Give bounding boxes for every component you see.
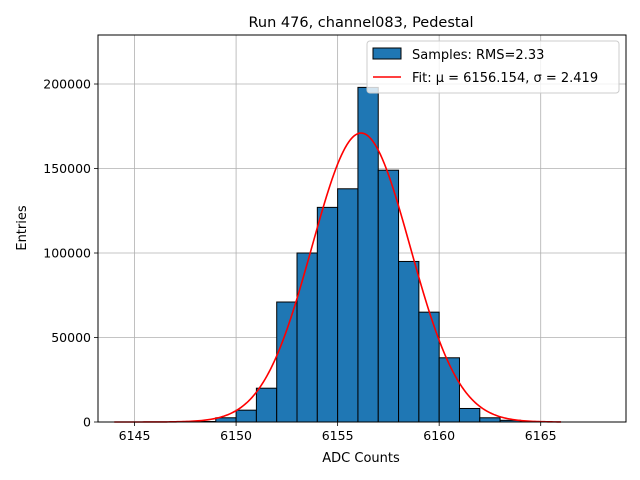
y-axis-label: Entries: [15, 205, 30, 251]
histogram-bar: [357, 86, 379, 423]
legend-box: [366, 40, 620, 94]
x-tick-label: 6165: [525, 428, 557, 443]
legend: Samples: RMS=2.33 Fit: μ = 6156.154, σ =…: [366, 40, 620, 94]
histogram-bar: [296, 252, 318, 423]
histogram-bar: [316, 206, 339, 423]
axis-ticks: 6145 6150 6155 6160 6165 0 50000 100000 150000 20…: [43, 77, 556, 443]
legend-label-fit: Fit: μ = 6156.154, σ = 2.419: [412, 71, 598, 86]
y-tick-label: 0: [83, 415, 91, 430]
x-tick-label: 6160: [423, 428, 455, 443]
legend-swatch-histogram: [372, 47, 402, 60]
histogram-bar: [255, 387, 278, 423]
histogram-bar: [377, 169, 400, 423]
histogram-bar: [276, 301, 298, 423]
histogram-bar: [398, 260, 420, 423]
histogram-bar: [235, 409, 257, 423]
histogram-bar: [418, 311, 440, 423]
histogram-bar: [337, 188, 359, 423]
fit-curve-group: [114, 132, 562, 423]
x-tick-label: 6155: [322, 428, 354, 443]
fit-curve: [114, 132, 562, 423]
chart-title: Run 476, channel083, Pedestal: [248, 15, 473, 31]
plot-frame: [97, 34, 627, 423]
x-axis-label: ADC Counts: [322, 451, 400, 466]
y-tick-label: 150000: [43, 161, 91, 176]
legend-label-samples: Samples: RMS=2.33: [412, 48, 544, 63]
histogram-bar: [479, 417, 501, 423]
x-tick-label: 6145: [119, 428, 151, 443]
x-tick-label: 6150: [220, 428, 252, 443]
y-tick-label: 200000: [43, 77, 91, 92]
y-tick-label: 50000: [51, 330, 91, 345]
histogram-bar: [438, 357, 460, 423]
y-tick-label: 100000: [43, 246, 91, 261]
histogram-bar: [458, 407, 481, 423]
